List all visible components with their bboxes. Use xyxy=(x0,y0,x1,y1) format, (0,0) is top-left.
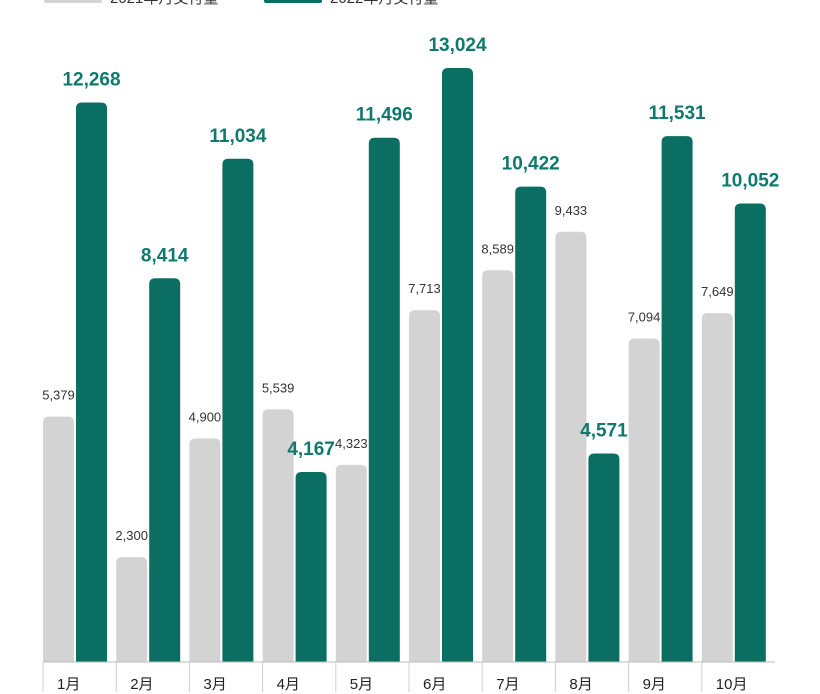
bar-2021-3 xyxy=(189,438,221,662)
category-label-6: 6月 xyxy=(423,676,446,693)
bars-group xyxy=(43,68,766,663)
bar-2022-10 xyxy=(734,203,766,662)
bar-2022-6 xyxy=(442,68,473,662)
value-label-2022-4: 4,167 xyxy=(287,439,335,460)
bar-2021-2 xyxy=(116,557,148,662)
legend: 2021年月交付量 2022年月交付量 xyxy=(44,0,438,7)
x-axis: 1月 2月 3月 4月 5月 6月 7月 8月 9月 10月 xyxy=(42,661,775,693)
bar-2022-8 xyxy=(588,453,620,662)
bar-2021-10 xyxy=(701,313,733,662)
bar-2022-4 xyxy=(295,471,327,662)
legend-swatch-2021 xyxy=(44,0,102,3)
category-label-2: 2月 xyxy=(130,676,153,693)
legend-label-2022: 2022年月交付量 xyxy=(330,0,438,7)
value-labels-group: 5,379 12,268 2,300 8,414 4,900 11,034 5,539 4,1… xyxy=(42,35,779,543)
value-label-2022-1: 12,268 xyxy=(62,69,120,90)
bar-2021-4 xyxy=(262,409,294,662)
value-label-2021-7: 8,589 xyxy=(481,241,514,256)
legend-label-2021: 2021年月交付量 xyxy=(110,0,218,7)
value-label-2021-10: 7,649 xyxy=(701,284,734,299)
value-label-2021-3: 4,900 xyxy=(189,410,222,425)
bar-2022-3 xyxy=(222,158,254,662)
value-label-2022-9: 11,531 xyxy=(649,103,706,124)
value-label-2022-7: 10,422 xyxy=(502,154,560,175)
value-label-2022-3: 11,034 xyxy=(209,126,266,147)
value-label-2021-8: 9,433 xyxy=(555,203,588,218)
value-label-2021-2: 2,300 xyxy=(115,528,148,543)
value-label-2021-5: 4,323 xyxy=(335,436,368,451)
value-label-2022-10: 10,052 xyxy=(721,171,779,192)
value-label-2021-4: 5,539 xyxy=(262,380,295,395)
category-label-5: 5月 xyxy=(350,676,373,693)
bar-2022-5 xyxy=(368,137,400,662)
bar-2022-9 xyxy=(661,136,693,663)
category-label-4: 4月 xyxy=(277,676,300,693)
bar-2022-2 xyxy=(149,278,181,662)
category-label-9: 9月 xyxy=(643,676,666,693)
value-label-2022-2: 8,414 xyxy=(141,245,189,266)
value-label-2022-8: 4,571 xyxy=(580,421,628,442)
value-label-2021-6: 7,713 xyxy=(408,281,441,296)
bar-2021-9 xyxy=(628,338,660,662)
category-label-3: 3月 xyxy=(203,676,226,693)
legend-swatch-2022 xyxy=(264,0,322,3)
category-label-8: 8月 xyxy=(569,676,592,693)
bar-2021-5 xyxy=(335,464,367,662)
category-label-1: 1月 xyxy=(57,676,80,693)
bar-2022-7 xyxy=(515,186,547,662)
category-label-7: 7月 xyxy=(496,676,519,693)
value-label-2021-9: 7,094 xyxy=(628,309,661,324)
category-label-10: 10月 xyxy=(716,676,748,693)
bar-2022-1 xyxy=(76,102,107,662)
value-label-2021-1: 5,379 xyxy=(42,388,75,403)
bar-2021-7 xyxy=(482,270,514,662)
bar-2021-8 xyxy=(555,231,587,662)
bar-2021-1 xyxy=(43,416,74,662)
value-label-2022-6: 13,024 xyxy=(428,35,487,56)
bar-2021-6 xyxy=(409,310,440,662)
value-label-2022-5: 11,496 xyxy=(356,105,413,126)
